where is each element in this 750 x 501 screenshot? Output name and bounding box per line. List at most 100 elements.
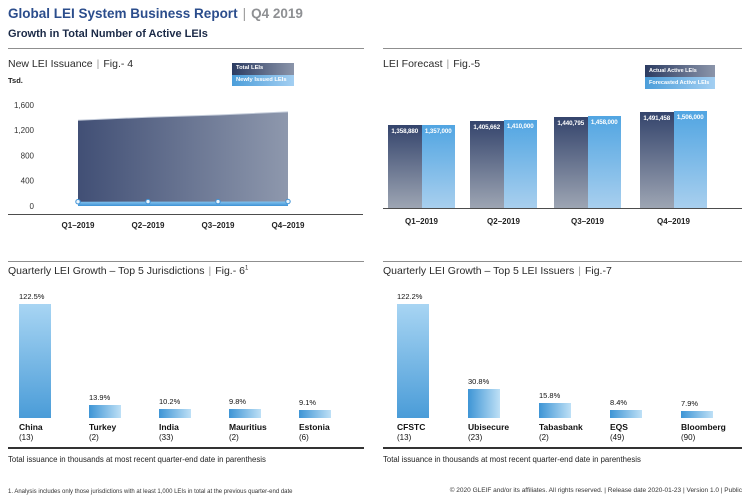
fig6-category: China (13) <box>19 422 43 442</box>
footnote: 1. Analysis includes only those jurisdic… <box>8 489 293 495</box>
fig5-figure-label: Fig.-5 <box>453 58 481 70</box>
fig6-category: India (33) <box>159 422 179 442</box>
fig7-bar <box>397 304 429 418</box>
fig6-bar-chart: 122.5% China (13) 13.9% Turkey (2) 10.2% India(… <box>8 292 364 442</box>
fig7-category: Bloomberg (90) <box>681 422 726 442</box>
fig5-x-axis-labels: Q1–2019 Q2–2019 Q3–2019 Q4–2019 <box>383 217 742 229</box>
fig6-category: Turkey (2) <box>89 422 116 442</box>
fig4-x-label: Q3–2019 <box>201 221 235 230</box>
fig7-category: Tabasbank (2) <box>539 422 583 442</box>
fig5-title-row: LEI Forecast | Fig.-5 <box>383 58 480 70</box>
fig7-value: 8.4% <box>610 398 628 408</box>
fig4-legend: Total LEIs Newly Issued LEIs <box>232 63 294 86</box>
fig4-quarter-marker <box>145 198 151 205</box>
fig5-x-label: Q4–2019 <box>657 217 690 226</box>
fig7-category-name: CFSTC <box>397 422 426 432</box>
fig4-area-chart: 0 400 800 1,200 1,600 <box>8 101 363 215</box>
report-title: Global LEI System Business Report <box>8 6 238 21</box>
fig7-category: CFSTC (13) <box>397 422 425 442</box>
fig7-figure-label: Fig.-7 <box>584 265 612 277</box>
fig4-quarter-marker <box>75 199 81 205</box>
fig4-y-tick: 0 <box>30 202 35 211</box>
fig4-x-label: Q1–2019 <box>61 221 95 230</box>
fig6-category: Estonia (6) <box>299 422 330 442</box>
fig6-bar <box>299 409 331 418</box>
copyright-line: © 2020 GLEIF and/or its affiliates. All … <box>449 487 742 494</box>
fig5-actual-value: 1,358,880 <box>391 128 419 136</box>
fig4-title-separator: | <box>96 58 100 70</box>
fig6-category-issuance: (13) <box>19 433 34 442</box>
fig6-category-name: Estonia <box>299 422 330 432</box>
fig6-bar <box>159 408 191 418</box>
title-separator: | <box>242 6 247 21</box>
fig7-bar-chart: 122.2% CFSTC (13) 30.8% Ubisecure (23) 15.8% Ta… <box>383 292 742 442</box>
fig7-caption: Total issuance in thousands at most rece… <box>383 455 641 464</box>
fig7-category-issuance: (13) <box>397 433 412 442</box>
fig7-title: Quarterly LEI Growth – Top 5 LEI Issuers <box>383 265 575 277</box>
page-subtitle: Growth in Total Number of Active LEIs <box>8 28 208 40</box>
fig6-title: Quarterly LEI Growth – Top 5 Jurisdictio… <box>8 265 205 277</box>
fig7-value: 15.8% <box>539 391 561 401</box>
fig6-value: 9.1% <box>299 397 317 407</box>
fig6-title-separator: | <box>208 265 212 277</box>
fig7-title-row: Quarterly LEI Growth – Top 5 LEI Issuers… <box>383 265 612 277</box>
fig6-value: 9.8% <box>229 396 247 406</box>
fig7-category-name: Tabasbank <box>539 422 583 432</box>
fig6-value: 13.9% <box>89 393 111 403</box>
fig4-x-label: Q4–2019 <box>271 221 305 230</box>
divider <box>8 261 364 262</box>
fig5-legend: Actual Active LEIs Forecasted Active LEI… <box>645 65 715 89</box>
panel-new-lei-issuance: New LEI Issuance | Fig.- 4 Total LEIs Newl… <box>8 55 364 257</box>
fig4-y-tick: 800 <box>21 151 35 160</box>
panel-top5-jurisdictions: Quarterly LEI Growth – Top 5 Jurisdictio… <box>8 262 364 470</box>
fig6-bar <box>19 304 51 418</box>
report-header: Global LEI System Business Report | Q4 201… <box>8 6 303 21</box>
fig4-y-tick: 1,600 <box>14 101 35 110</box>
fig7-bar <box>610 410 642 418</box>
fig7-bar <box>468 389 500 418</box>
fig7-category-issuance: (90) <box>681 433 696 442</box>
fig5-actual-bar: 1,405,662 <box>470 120 504 208</box>
fig7-category-name: Bloomberg <box>681 422 726 432</box>
fig6-category-issuance: (33) <box>159 433 174 442</box>
fig5-forecast-bar: 1,506,000 <box>673 111 707 208</box>
fig7-bar <box>681 410 713 418</box>
fig4-total-area <box>78 111 288 206</box>
fig6-value: 122.5% <box>19 292 45 302</box>
fig7-category-issuance: (49) <box>610 433 625 442</box>
fig5-x-label: Q1–2019 <box>405 217 438 226</box>
fig5-actual-bar: 1,440,795 <box>554 117 588 208</box>
report-period: Q4 2019 <box>251 6 303 21</box>
fig6-category: Mauritius (2) <box>229 422 267 442</box>
fig7-value: 30.8% <box>468 377 490 387</box>
fig5-actual-bar: 1,491,458 <box>640 112 674 208</box>
fig4-y-tick: 1,200 <box>14 126 35 135</box>
fig4-x-label: Q2–2019 <box>131 221 165 230</box>
fig7-title-separator: | <box>578 265 581 277</box>
fig4-title: New LEI Issuance <box>8 58 93 70</box>
fig6-category-issuance: (2) <box>229 433 239 442</box>
fig5-forecast-value: 1,410,000 <box>506 123 534 131</box>
panel-lei-forecast: LEI Forecast | Fig.-5 Actual Active LEIs F… <box>383 55 742 257</box>
fig7-category-issuance: (2) <box>539 433 549 442</box>
fig6-bar <box>229 408 261 418</box>
fig4-newly-issued-band <box>78 201 288 206</box>
legend-forecasted-active-leis: Forecasted Active LEIs <box>645 77 715 89</box>
divider <box>383 48 742 49</box>
fig6-title-row: Quarterly LEI Growth – Top 5 Jurisdictio… <box>8 265 248 277</box>
divider <box>383 261 742 262</box>
fig6-baseline-rule <box>8 447 364 449</box>
fig7-category-name: Ubisecure <box>468 422 510 432</box>
fig6-figure-superscript: 1 <box>244 265 249 272</box>
fig5-title-separator: | <box>446 58 450 70</box>
fig4-quarter-marker <box>215 198 221 205</box>
fig6-category-issuance: (2) <box>89 433 99 442</box>
fig5-forecast-value: 1,458,000 <box>590 118 618 126</box>
fig6-category-name: Turkey <box>89 422 117 432</box>
fig5-forecast-value: 1,506,000 <box>676 114 704 121</box>
fig7-category: EQS (49) <box>610 422 628 442</box>
fig6-bar <box>89 405 121 418</box>
fig6-category-issuance: (6) <box>299 433 309 442</box>
legend-total-leis: Total LEIs <box>232 63 294 75</box>
